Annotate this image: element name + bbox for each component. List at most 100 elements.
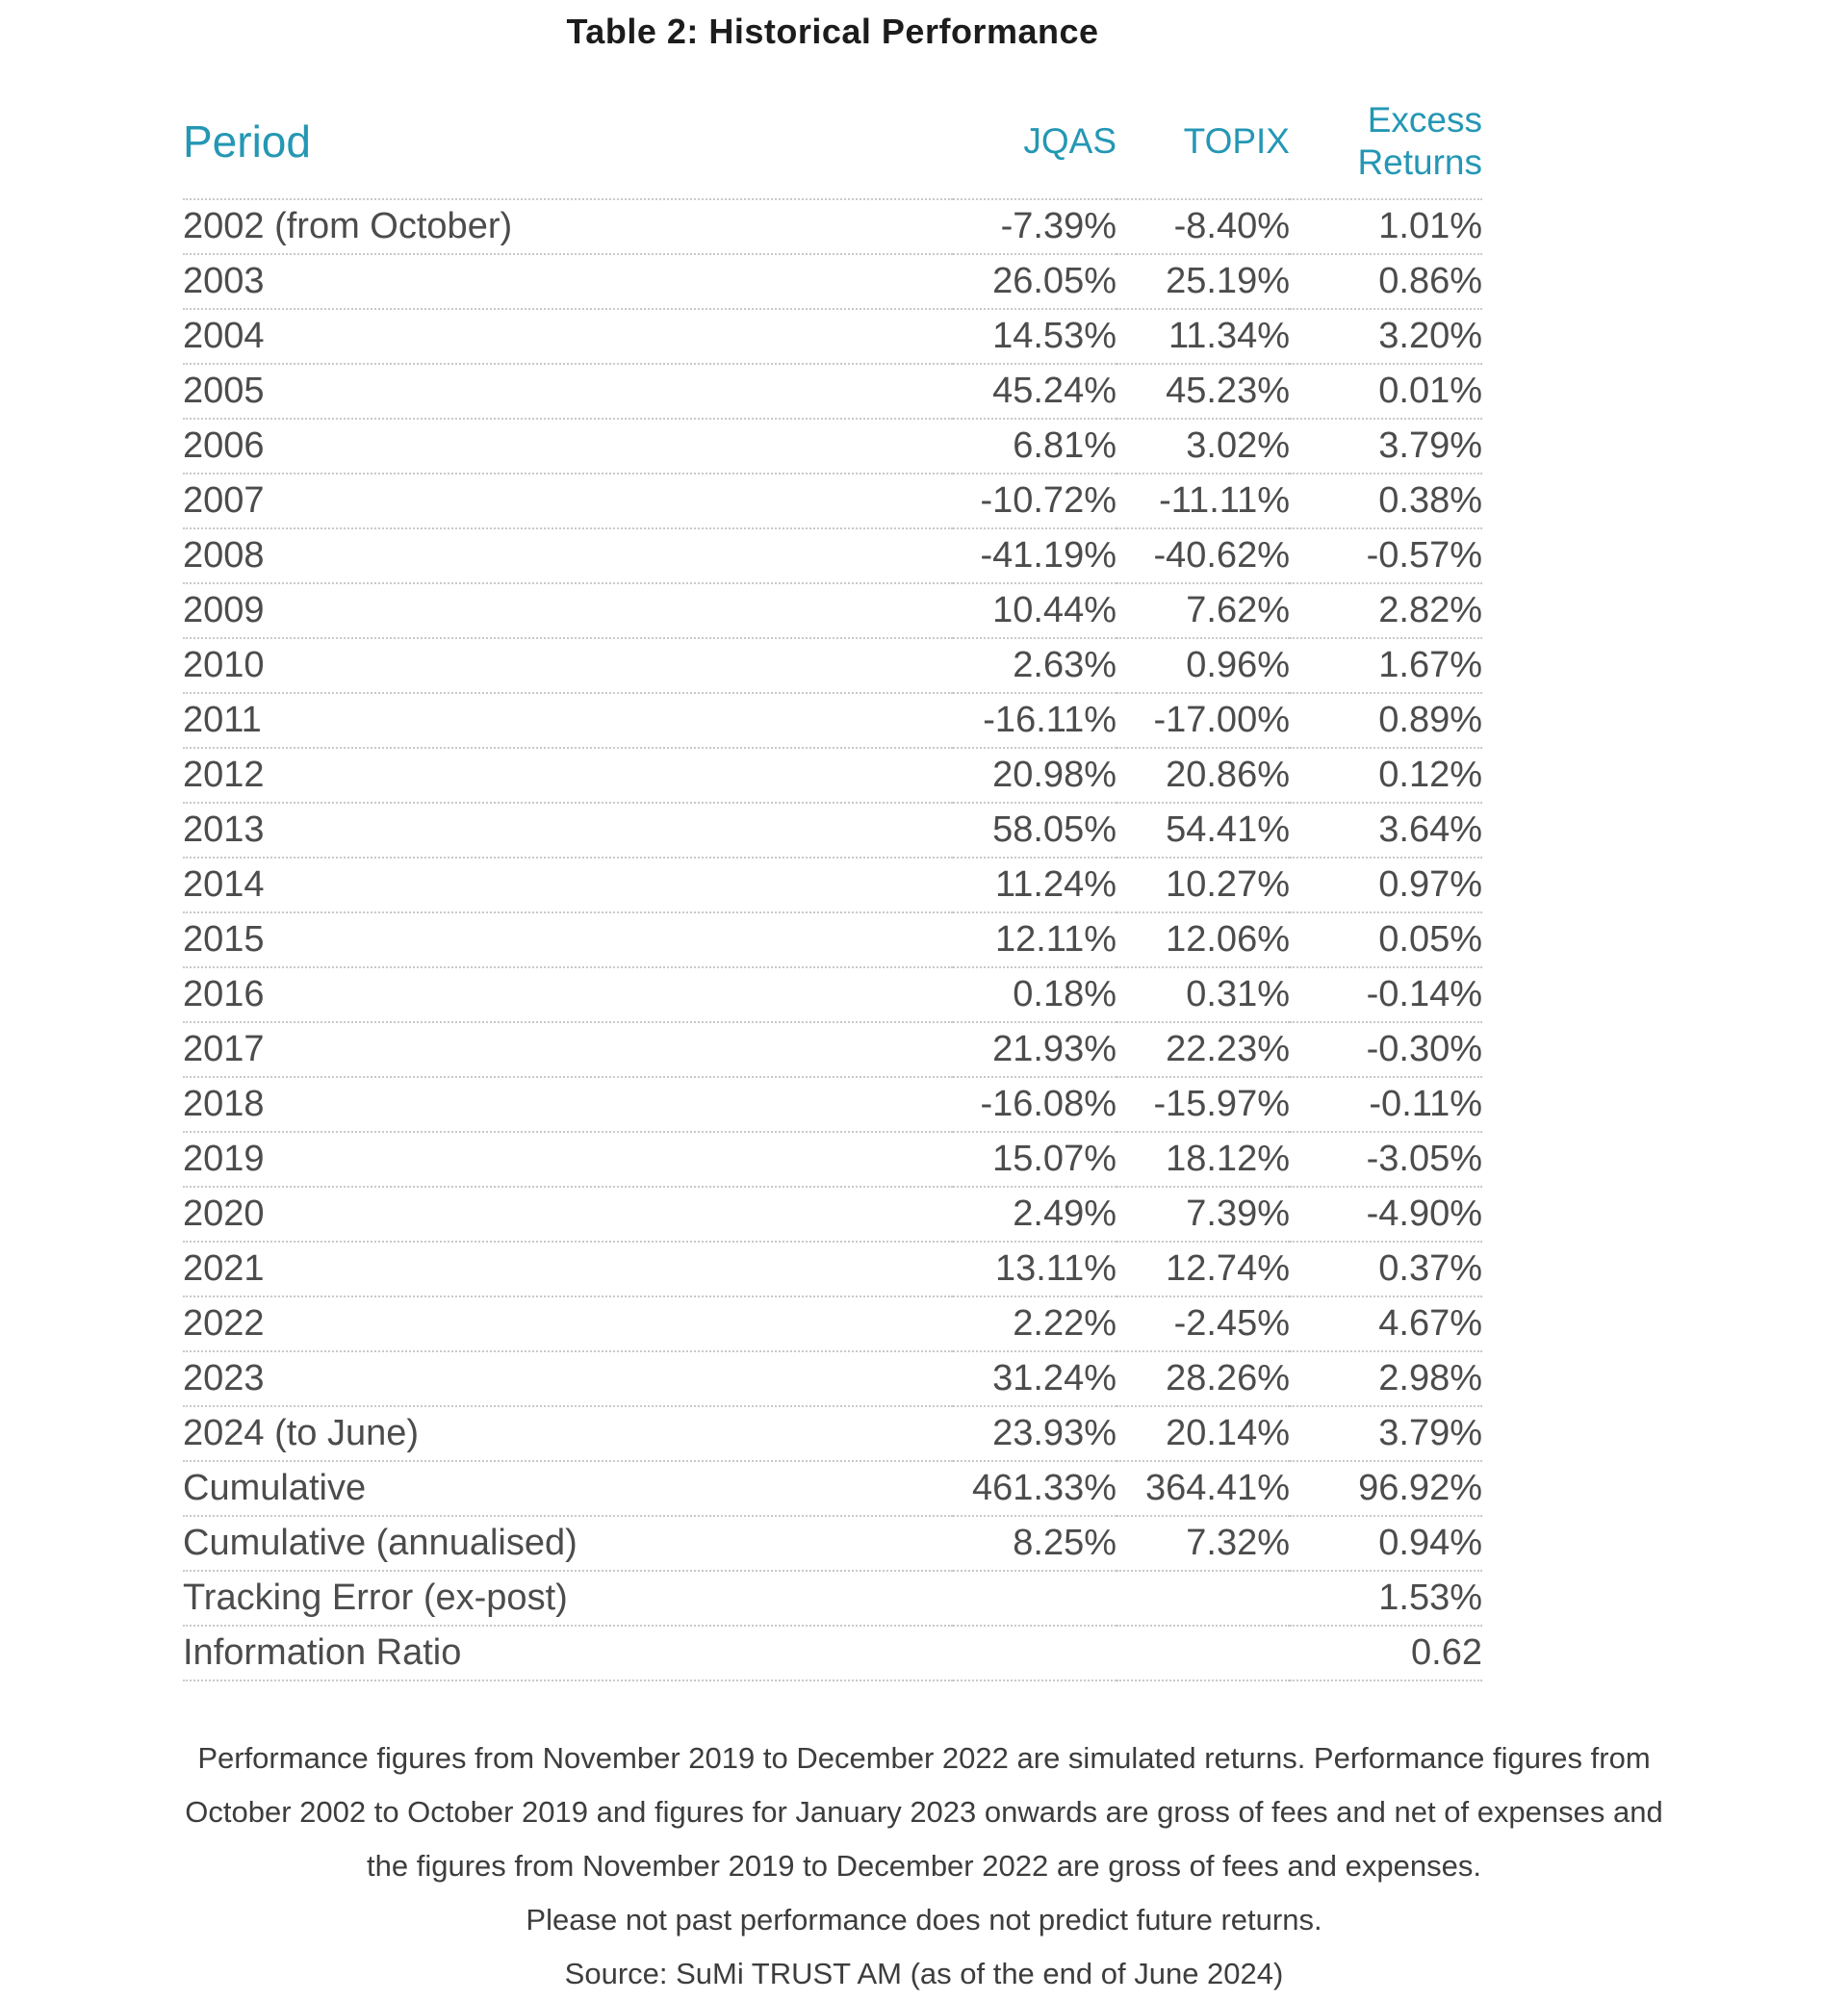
- cell-period: 2013: [183, 809, 265, 850]
- table-header-row: Period JQAS TOPIX Excess Returns: [183, 85, 1482, 199]
- table-row: 2005 45.24% 45.23% 0.01%: [183, 364, 1482, 419]
- page-title: Table 2: Historical Performance: [566, 12, 1099, 51]
- cell-topix-value: 20.86%: [1166, 755, 1290, 795]
- cell-topix-value: 7.39%: [1186, 1193, 1290, 1234]
- cell-excess-returns-value: 0.12%: [1378, 755, 1482, 795]
- cell-jqas-value: 2.49%: [1013, 1193, 1116, 1234]
- cell-jqas-value: [953, 1626, 1116, 1680]
- footnote-line: October 2002 to October 2019 and figures…: [185, 1795, 1663, 1829]
- table-row: 2013 58.05% 54.41% 3.64%: [183, 803, 1482, 858]
- cell-excess-returns-value: 1.53%: [1378, 1578, 1482, 1618]
- cell-period: 2011: [183, 700, 262, 740]
- cell-period: 2018: [183, 1084, 265, 1124]
- table-row: 2014 11.24% 10.27% 0.97%: [183, 858, 1482, 912]
- cell-jqas-value: 20.98%: [992, 755, 1116, 795]
- cell-topix-value: 28.26%: [1166, 1358, 1290, 1398]
- cell-period: 2023: [183, 1358, 265, 1398]
- cell-jqas-value: 15.07%: [992, 1139, 1116, 1179]
- cell-topix-value: -17.00%: [1153, 700, 1290, 740]
- table-row: 2007 -10.72% -11.11% 0.38%: [183, 474, 1482, 528]
- table-row: 2023 31.24% 28.26% 2.98%: [183, 1351, 1482, 1406]
- cell-topix-value: 12.74%: [1166, 1248, 1290, 1289]
- cell-period: 2008: [183, 535, 265, 576]
- cell-topix-value: 11.34%: [1168, 316, 1290, 356]
- cell-jqas-value: 11.24%: [994, 864, 1116, 905]
- cell-excess-returns-value: 0.62: [1411, 1632, 1482, 1673]
- cell-excess-returns-value: 1.01%: [1378, 206, 1482, 246]
- table-body: 2002 (from October) -7.39% -8.40% 1.01% 2003…: [183, 199, 1482, 1680]
- cell-period: 2019: [183, 1139, 265, 1179]
- cell-jqas-value: 10.44%: [992, 590, 1116, 630]
- table-row: 2019 15.07% 18.12% -3.05%: [183, 1132, 1482, 1187]
- cell-period: 2015: [183, 919, 265, 960]
- cell-jqas-value: 31.24%: [992, 1358, 1116, 1398]
- cell-jqas-value: 23.93%: [992, 1413, 1116, 1453]
- table-row: 2018 -16.08% -15.97% -0.11%: [183, 1077, 1482, 1132]
- table-row: 2016 0.18% 0.31% -0.14%: [183, 967, 1482, 1022]
- cell-excess-returns-value: 3.64%: [1378, 809, 1482, 850]
- cell-excess-returns-value: 0.86%: [1378, 261, 1482, 301]
- cell-topix-value: -40.62%: [1153, 535, 1290, 576]
- table-row: 2021 13.11% 12.74% 0.37%: [183, 1242, 1482, 1296]
- cell-jqas-value: -10.72%: [980, 480, 1116, 521]
- cell-excess-returns-value: 3.20%: [1378, 316, 1482, 356]
- cell-period: Tracking Error (ex-post): [183, 1578, 568, 1618]
- disclaimer-line: Please not past performance does not pre…: [526, 1903, 1322, 1937]
- cell-topix-value: 18.12%: [1166, 1139, 1290, 1179]
- table-row: 2002 (from October) -7.39% -8.40% 1.01%: [183, 199, 1482, 254]
- cell-topix-value: [1116, 1626, 1290, 1680]
- cell-excess-returns-value: 0.97%: [1378, 864, 1482, 905]
- cell-jqas-value: 0.18%: [1013, 974, 1116, 1014]
- table-row: 2004 14.53% 11.34% 3.20%: [183, 309, 1482, 364]
- cell-excess-returns-value: 0.05%: [1378, 919, 1482, 960]
- cell-jqas-value: 461.33%: [971, 1468, 1116, 1508]
- cell-topix-value: 54.41%: [1166, 809, 1290, 850]
- cell-excess-returns-value: 3.79%: [1378, 425, 1482, 466]
- cell-topix-value: 12.06%: [1166, 919, 1290, 960]
- column-header-period: Period: [183, 116, 311, 167]
- cell-topix-value: 7.62%: [1186, 590, 1290, 630]
- cell-jqas-value: -16.08%: [980, 1084, 1116, 1124]
- cell-excess-returns-value: 0.94%: [1378, 1523, 1482, 1563]
- cell-jqas-value: 26.05%: [992, 261, 1116, 301]
- table-row: 2024 (to June) 23.93% 20.14% 3.79%: [183, 1406, 1482, 1461]
- cell-jqas-value: [953, 1571, 1116, 1626]
- cell-period: 2004: [183, 316, 265, 356]
- cell-topix-value: 364.41%: [1144, 1468, 1290, 1508]
- source-line: Source: SuMi TRUST AM (as of the end of …: [564, 1957, 1284, 1990]
- cell-jqas-value: 58.05%: [992, 809, 1116, 850]
- cell-topix-value: 7.32%: [1186, 1523, 1290, 1563]
- cell-topix-value: -11.11%: [1159, 480, 1290, 521]
- table-row: 2008 -41.19% -40.62% -0.57%: [183, 528, 1482, 583]
- cell-jqas-value: -16.11%: [983, 700, 1116, 740]
- cell-period: 2017: [183, 1029, 265, 1069]
- table-row: 2006 6.81% 3.02% 3.79%: [183, 419, 1482, 474]
- footnote-line: Performance figures from November 2019 t…: [197, 1741, 1651, 1775]
- cell-period: 2024 (to June): [183, 1413, 420, 1453]
- cell-period: 2022: [183, 1303, 265, 1344]
- cell-excess-returns-value: 0.01%: [1378, 371, 1482, 411]
- cell-topix-value: 0.31%: [1186, 974, 1290, 1014]
- cell-period: 2009: [183, 590, 265, 630]
- cell-topix-value: 3.02%: [1186, 425, 1290, 466]
- cell-jqas-value: -41.19%: [980, 535, 1116, 576]
- cell-topix-value: -15.97%: [1153, 1084, 1290, 1124]
- cell-period: 2002 (from October): [183, 206, 513, 246]
- table-header: Period JQAS TOPIX Excess Returns: [183, 85, 1482, 199]
- cell-topix-value: -2.45%: [1173, 1303, 1290, 1344]
- cell-period: 2021: [183, 1248, 265, 1289]
- cell-topix-value: -8.40%: [1173, 206, 1290, 246]
- cell-excess-returns-value: -0.57%: [1366, 535, 1482, 576]
- cell-period: Cumulative (annualised): [183, 1523, 578, 1563]
- table-row: 2012 20.98% 20.86% 0.12%: [183, 748, 1482, 803]
- table-row: 2015 12.11% 12.06% 0.05%: [183, 912, 1482, 967]
- table-row: 2022 2.22% -2.45% 4.67%: [183, 1296, 1482, 1351]
- cell-topix-value: 10.27%: [1166, 864, 1290, 905]
- cell-excess-returns-value: 2.98%: [1378, 1358, 1482, 1398]
- table-row: Cumulative (annualised) 8.25% 7.32% 0.94%: [183, 1516, 1482, 1571]
- cell-period: Information Ratio: [183, 1632, 462, 1673]
- cell-excess-returns-value: -0.11%: [1369, 1084, 1482, 1124]
- cell-excess-returns-value: -4.90%: [1366, 1193, 1482, 1234]
- cell-excess-returns-value: 4.67%: [1378, 1303, 1482, 1344]
- table-row: 2009 10.44% 7.62% 2.82%: [183, 583, 1482, 638]
